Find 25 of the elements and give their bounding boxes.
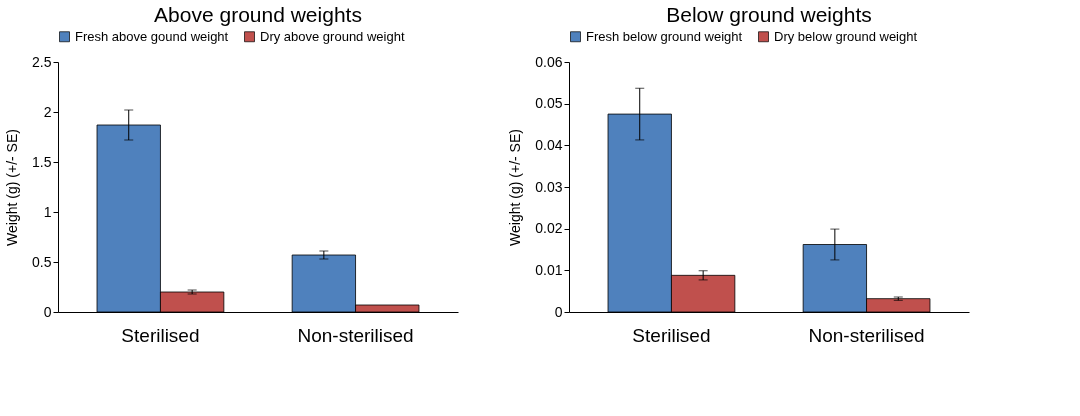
y-tick-label: 0.06 — [535, 53, 563, 70]
y-tick-label: 0.03 — [535, 178, 563, 195]
y-tick-label: 2 — [43, 103, 52, 120]
y-tick-label: 0.05 — [535, 95, 563, 112]
legend-label: Fresh below ground weight — [586, 28, 743, 44]
y-tick-label: 0.01 — [535, 261, 563, 278]
legend-label: Dry below ground weight — [774, 28, 918, 44]
x-tick-label: Sterilised — [121, 324, 200, 346]
y-tick-label: 0.04 — [535, 136, 563, 153]
y-tick-label: 1.5 — [32, 153, 52, 170]
y-tick-label: 0.5 — [32, 253, 52, 270]
legend-label: Dry above ground weight — [260, 28, 405, 44]
legend-label: Fresh above gound weight — [75, 28, 229, 44]
x-tick-label: Non-sterilised — [808, 324, 925, 346]
y-tick-label: 2.5 — [32, 53, 52, 70]
y-tick-label: 0.02 — [535, 220, 563, 237]
x-tick-label: Non-sterilised — [297, 324, 414, 346]
chart-title: Below ground weights — [666, 3, 872, 26]
chart-title: Above ground weights — [154, 3, 362, 26]
y-tick-label: 0 — [43, 303, 52, 320]
y-tick-label: 0 — [554, 303, 563, 320]
y-axis-title: Weight (g) (+/- SE) — [507, 129, 524, 246]
x-tick-label: Sterilised — [632, 324, 711, 346]
y-axis-title: Weight (g) (+/- SE) — [4, 129, 21, 246]
y-tick-label: 1 — [43, 203, 52, 220]
